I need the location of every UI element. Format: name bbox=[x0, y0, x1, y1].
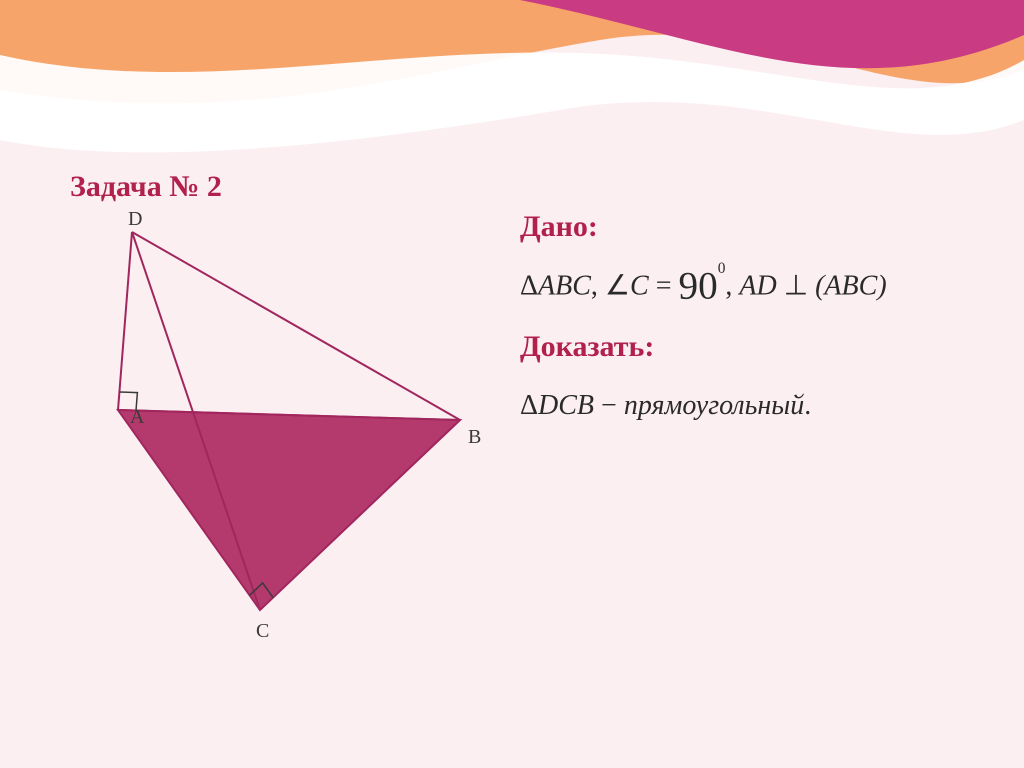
prove-suffix: прямоугольный bbox=[624, 390, 804, 421]
problem-title: Задача № 2 bbox=[70, 170, 222, 204]
given-triangle: ABC bbox=[538, 271, 591, 302]
vertex-label-d: D bbox=[128, 208, 142, 231]
angle-value: 90 bbox=[679, 264, 718, 307]
prove-math: ΔDCB − прямоугольный. bbox=[520, 390, 811, 422]
perp-left: AD bbox=[739, 271, 776, 302]
given-angle: C bbox=[630, 271, 649, 302]
vertex-label-a: A bbox=[130, 406, 144, 429]
given-label: Дано: bbox=[520, 210, 598, 244]
diagram bbox=[60, 210, 480, 640]
given-math: ΔABC, ∠C = 900, AD ⊥ (ABC) bbox=[520, 260, 887, 308]
perp-right: (ABC) bbox=[815, 271, 887, 302]
slide: Задача № 2 D A B C Дано: ΔABC, ∠C = 900,… bbox=[0, 0, 1024, 768]
vertex-label-c: C bbox=[256, 620, 269, 643]
vertex-label-b: B bbox=[468, 426, 481, 449]
prove-triangle: DCB bbox=[538, 390, 594, 421]
prove-label: Доказать: bbox=[520, 330, 654, 364]
